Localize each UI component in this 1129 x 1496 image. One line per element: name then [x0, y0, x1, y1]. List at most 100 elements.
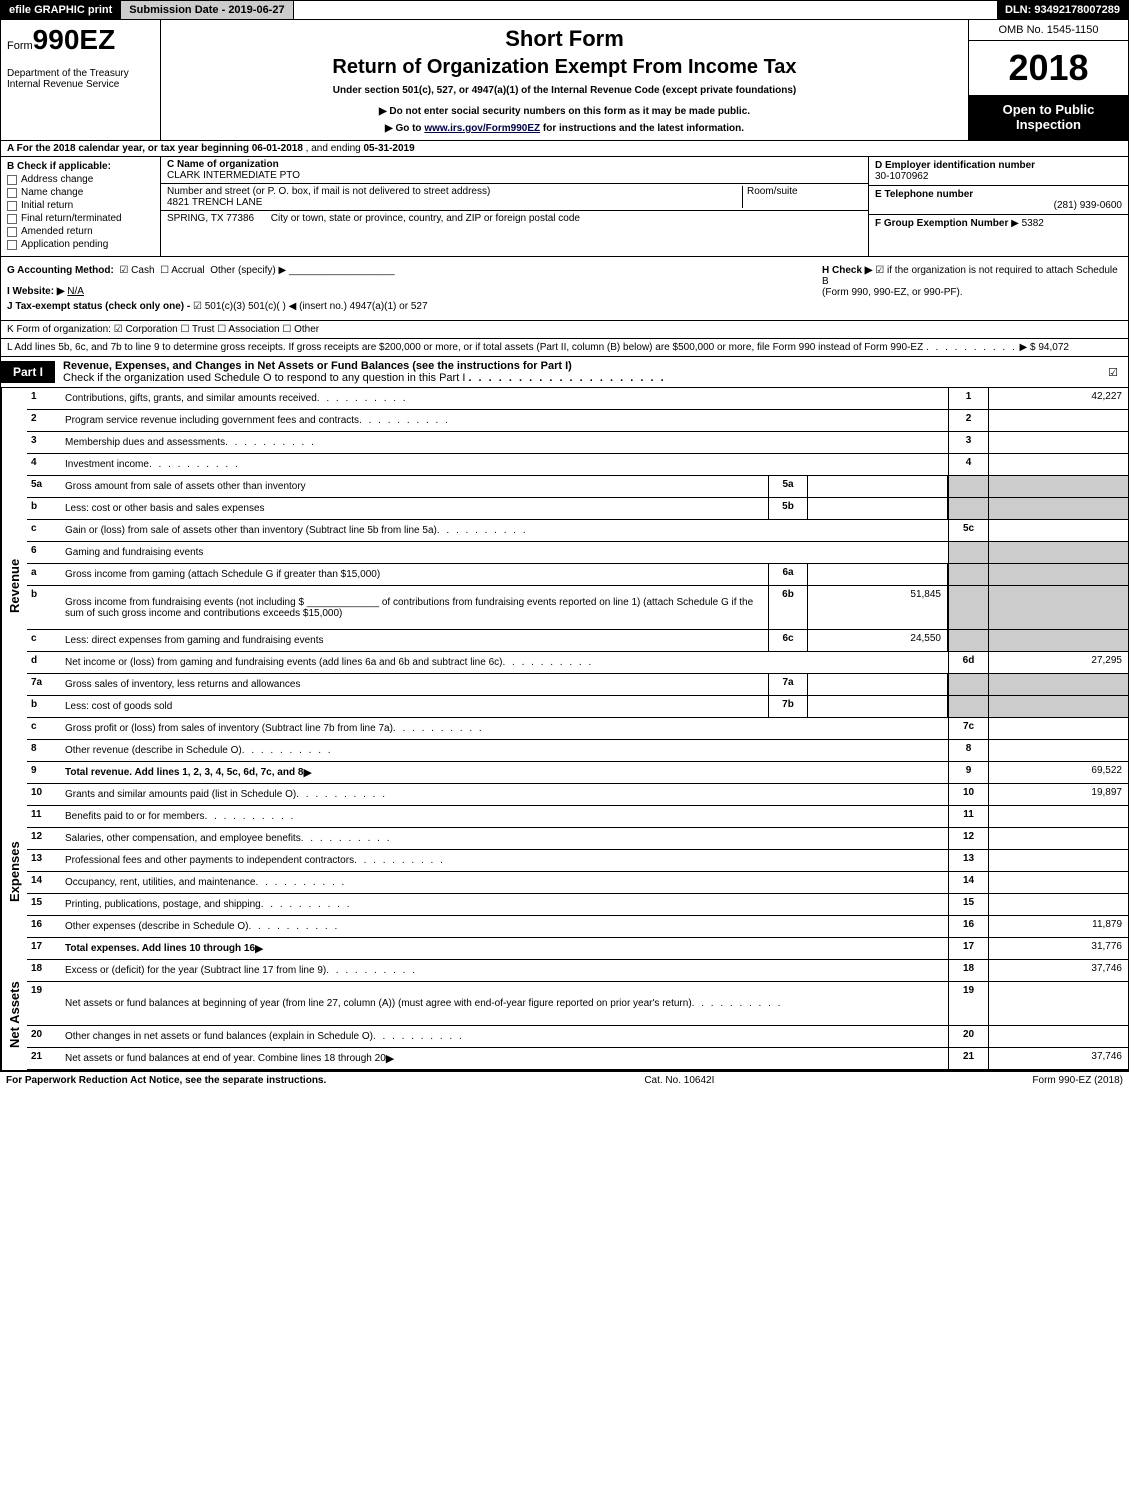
mid-line-value: 51,845 [808, 586, 948, 629]
page-footer: For Paperwork Reduction Act Notice, see … [0, 1071, 1129, 1089]
right-line-number: 15 [948, 894, 988, 915]
checkbox-label: Amended return [21, 226, 93, 237]
table-row: 18Excess or (deficit) for the year (Subt… [27, 960, 1128, 982]
row-description: Other revenue (describe in Schedule O) [61, 740, 948, 761]
footer-right: Form 990-EZ (2018) [1032, 1075, 1123, 1086]
table-row: 6Gaming and fundraising events [27, 542, 1128, 564]
footer-mid: Cat. No. 10642I [644, 1075, 714, 1086]
checkbox-item[interactable]: Name change [7, 187, 154, 198]
table-row: 10Grants and similar amounts paid (list … [27, 784, 1128, 806]
row-number: 8 [27, 740, 61, 761]
footer-left: For Paperwork Reduction Act Notice, see … [6, 1075, 326, 1086]
row-number: 10 [27, 784, 61, 805]
table-row: dNet income or (loss) from gaming and fu… [27, 652, 1128, 674]
row-number: c [27, 630, 61, 651]
row-description: Gross income from gaming (attach Schedul… [61, 564, 768, 585]
table-row: 19Net assets or fund balances at beginni… [27, 982, 1128, 1026]
table-row: 9Total revenue. Add lines 1, 2, 3, 4, 5c… [27, 762, 1128, 784]
checkbox-item[interactable]: Final return/terminated [7, 213, 154, 224]
right-line-number [948, 586, 988, 629]
mid-line-number: 5a [768, 476, 808, 497]
row-description: Net assets or fund balances at beginning… [61, 982, 948, 1025]
i-label: I Website: ▶ [7, 286, 65, 297]
row-number: 2 [27, 410, 61, 431]
table-row: 5aGross amount from sale of assets other… [27, 476, 1128, 498]
row-number: b [27, 696, 61, 717]
form-header: Form990EZ Department of the Treasury Int… [0, 20, 1129, 141]
row-number: b [27, 498, 61, 519]
g-label: G Accounting Method: [7, 265, 114, 276]
right-line-number: 17 [948, 938, 988, 959]
checkbox-label: Name change [21, 187, 83, 198]
checkbox-item[interactable]: Address change [7, 174, 154, 185]
c-label: C Name of organization [167, 159, 862, 170]
l-amount: $ 94,072 [1030, 342, 1069, 353]
right-line-number: 21 [948, 1048, 988, 1069]
goto-link[interactable]: www.irs.gov/Form990EZ [424, 123, 540, 134]
tax-year: 2018 [969, 41, 1128, 96]
row-number: 21 [27, 1048, 61, 1069]
form-990ez-text: 990EZ [33, 24, 116, 55]
checkbox-label: Initial return [21, 200, 73, 211]
part1-checkbox[interactable]: ☑ [1098, 366, 1128, 379]
mid-line-value [808, 674, 948, 695]
row-number: b [27, 586, 61, 629]
org-name: CLARK INTERMEDIATE PTO [167, 170, 862, 181]
checkbox-item[interactable]: Initial return [7, 200, 154, 211]
right-line-value [988, 586, 1128, 629]
website-value: N/A [67, 286, 84, 297]
right-line-number: 11 [948, 806, 988, 827]
c-city-box: SPRING, TX 77386 City or town, state or … [161, 211, 868, 226]
row-description: Membership dues and assessments [61, 432, 948, 453]
checkbox-icon [7, 214, 17, 224]
goto-pre: ▶ Go to [385, 123, 424, 134]
right-line-value: 19,897 [988, 784, 1128, 805]
mid-line-number: 7b [768, 696, 808, 717]
right-line-number: 2 [948, 410, 988, 431]
right-line-value: 27,295 [988, 652, 1128, 673]
right-line-number: 6d [948, 652, 988, 673]
row-number: 12 [27, 828, 61, 849]
right-line-value [988, 982, 1128, 1025]
row-description: Occupancy, rent, utilities, and maintena… [61, 872, 948, 893]
table-row: 4Investment income4 [27, 454, 1128, 476]
open-line2: Inspection [971, 117, 1126, 132]
c-name-box: C Name of organization CLARK INTERMEDIAT… [161, 157, 868, 184]
room-suite: Room/suite [742, 186, 862, 208]
checkbox-item[interactable]: Amended return [7, 226, 154, 237]
right-line-value [988, 894, 1128, 915]
ein-value: 30-1070962 [875, 171, 1122, 182]
right-line-value: 11,879 [988, 916, 1128, 937]
f-value: 5382 [1022, 218, 1044, 229]
row-description: Less: cost of goods sold [61, 696, 768, 717]
row-description: Gross amount from sale of assets other t… [61, 476, 768, 497]
submission-date: Submission Date - 2019-06-27 [121, 1, 293, 19]
right-line-value [988, 498, 1128, 519]
omb-number: OMB No. 1545-1150 [969, 20, 1128, 41]
header-mid: Short Form Return of Organization Exempt… [161, 20, 968, 140]
right-line-number: 16 [948, 916, 988, 937]
open-to-public: Open to Public Inspection [969, 96, 1128, 140]
addr-label: Number and street (or P. O. box, if mail… [167, 186, 742, 197]
row-number: 4 [27, 454, 61, 475]
dln-label: DLN: 93492178007289 [997, 1, 1128, 19]
row-number: d [27, 652, 61, 673]
d-label: D Employer identification number [875, 160, 1035, 171]
mid-line-value [808, 564, 948, 585]
right-line-value [988, 696, 1128, 717]
h-text2: (Form 990, 990-EZ, or 990-PF). [822, 287, 963, 298]
checkbox-item[interactable]: Application pending [7, 239, 154, 250]
row-number: 14 [27, 872, 61, 893]
table-row: bGross income from fundraising events (n… [27, 586, 1128, 630]
row-description: Net income or (loss) from gaming and fun… [61, 652, 948, 673]
row-number: a [27, 564, 61, 585]
f-label: F Group Exemption Number [875, 218, 1008, 229]
revenue-rows: 1Contributions, gifts, grants, and simil… [27, 388, 1128, 784]
mid-line-value: 24,550 [808, 630, 948, 651]
right-line-number: 1 [948, 388, 988, 409]
part1-title: Revenue, Expenses, and Changes in Net As… [55, 357, 1098, 387]
table-row: 15Printing, publications, postage, and s… [27, 894, 1128, 916]
open-line1: Open to Public [971, 102, 1126, 117]
row-description: Total expenses. Add lines 10 through 16 [61, 938, 948, 959]
efile-print-button[interactable]: efile GRAPHIC print [1, 1, 121, 19]
